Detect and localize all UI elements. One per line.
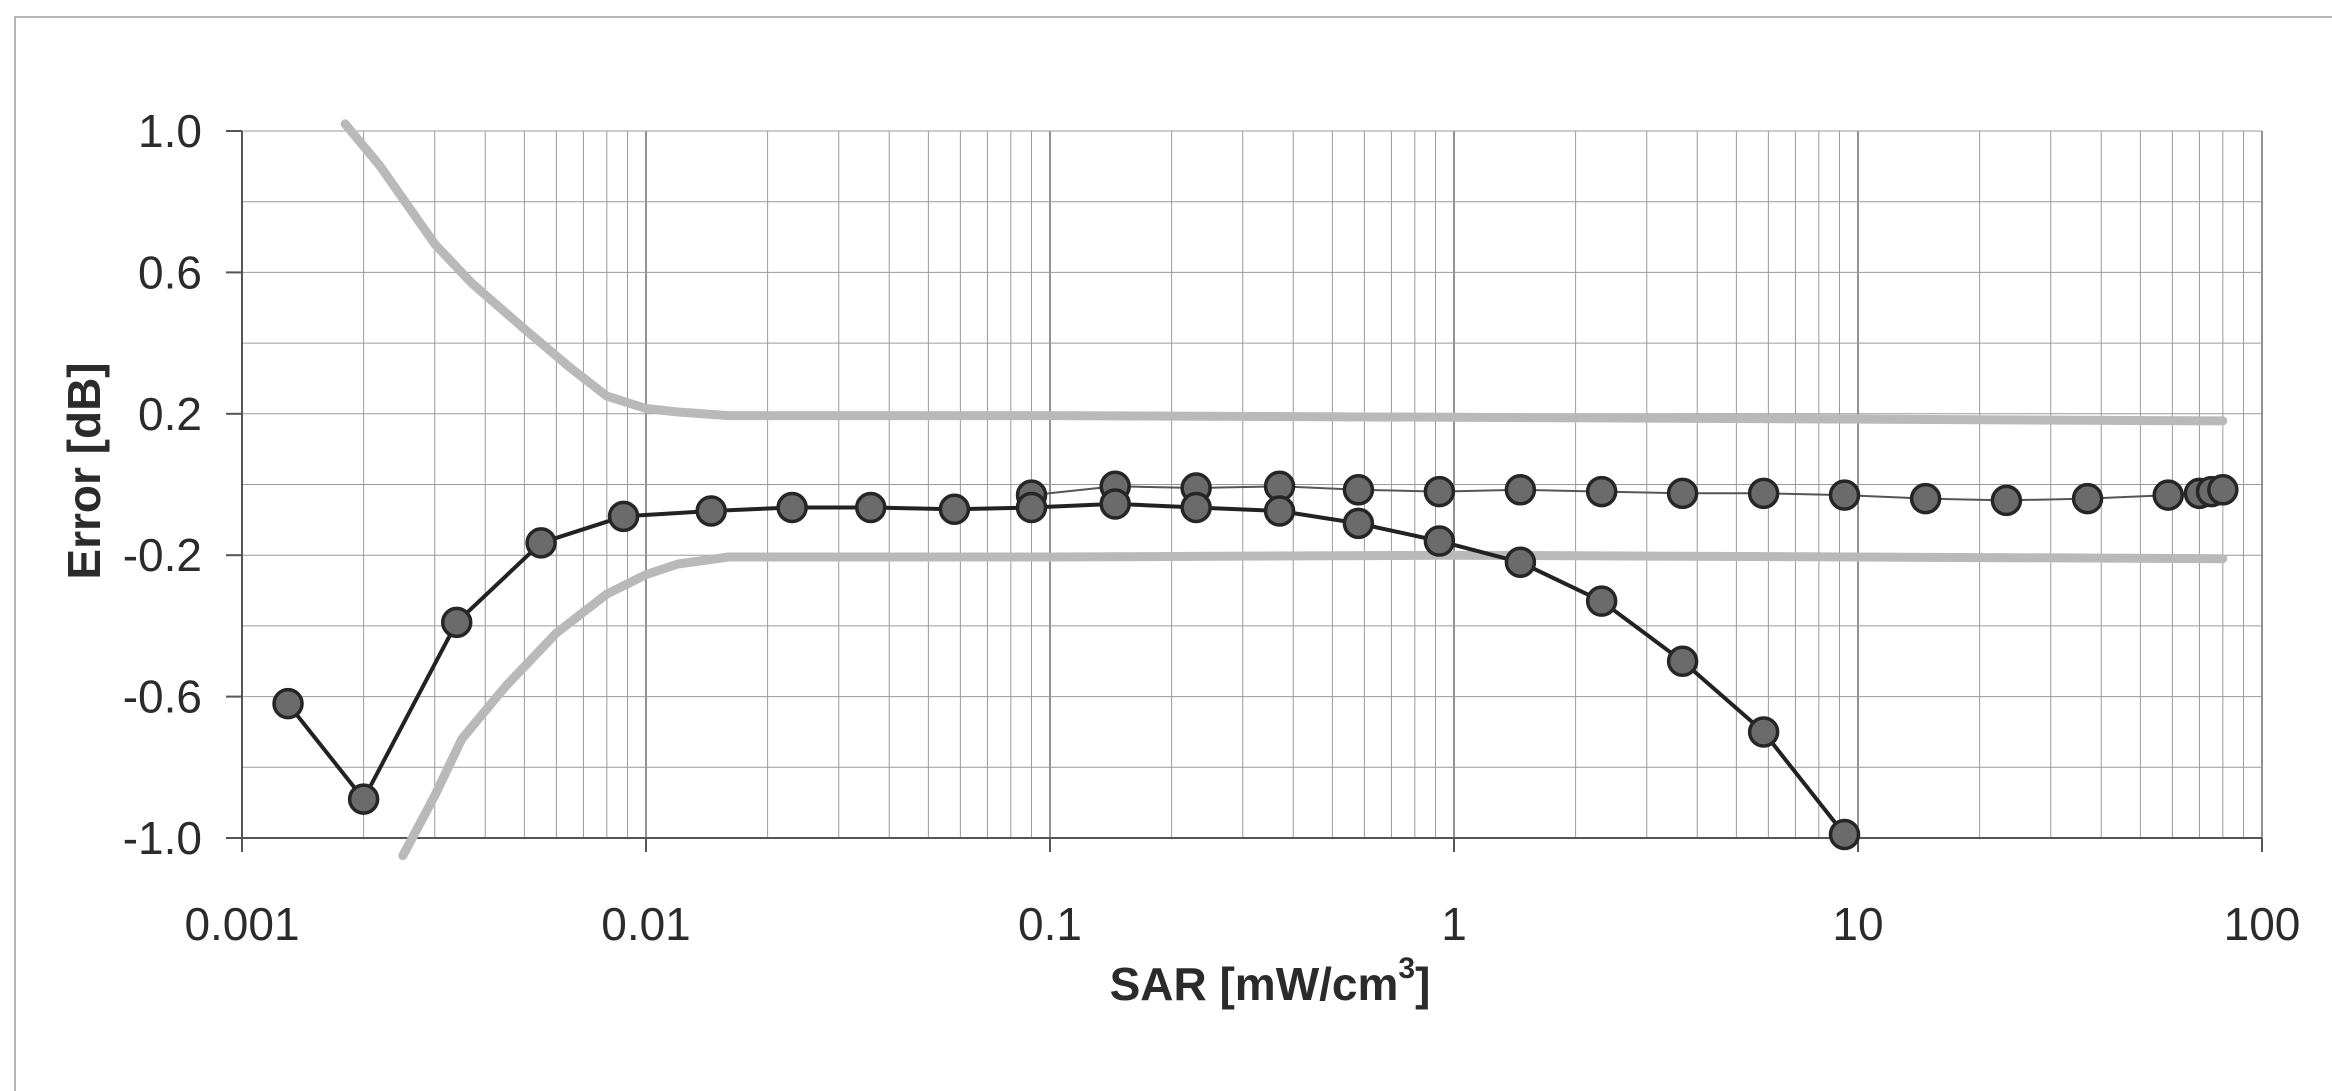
data-point-primary xyxy=(525,527,557,559)
data-point-secondary xyxy=(1747,477,1780,510)
series-layer xyxy=(272,119,2239,861)
y-tick-label: 1.0 xyxy=(138,105,202,157)
y-tick-label: 0.6 xyxy=(138,246,202,298)
tolerance-band-upper-line xyxy=(340,119,2228,426)
data-point-primary xyxy=(607,500,640,533)
data-point-primary xyxy=(347,783,380,815)
data-point-primary xyxy=(1263,495,1296,527)
data-point-primary xyxy=(1015,491,1048,524)
data-point-secondary xyxy=(1342,474,1375,506)
data-point-primary xyxy=(1747,716,1780,748)
x-tick-label: 10 xyxy=(1832,898,1883,950)
data-point-primary xyxy=(776,491,808,524)
axes xyxy=(226,130,2263,852)
data-point-secondary xyxy=(1423,475,1456,508)
data-point-primary xyxy=(1585,585,1618,617)
data-point-secondary xyxy=(1909,482,1942,515)
tolerance-band-lower-line xyxy=(398,550,2228,861)
x-tick-label: 0.1 xyxy=(1018,898,1082,950)
data-point-secondary xyxy=(1828,479,1861,511)
data-point-primary xyxy=(695,495,727,527)
x-axis-title-main: SAR [mW/cm xyxy=(1110,958,1399,1010)
data-point-primary xyxy=(1180,491,1212,524)
data-point-primary xyxy=(854,491,887,524)
data-point-primary xyxy=(1423,525,1456,557)
data-point-secondary xyxy=(2071,482,2104,515)
x-axis-title-superscript: 3 xyxy=(1398,952,1415,985)
data-point-primary xyxy=(1504,546,1537,579)
y-tick-label: -0.2 xyxy=(123,529,202,581)
data-point-primary xyxy=(1828,818,1861,851)
x-tick-label: 0.001 xyxy=(184,898,299,950)
x-axis-title-tail: ] xyxy=(1415,958,1430,1010)
data-point-secondary xyxy=(1990,484,2023,517)
data-point-primary xyxy=(1666,645,1699,677)
data-point-primary xyxy=(1342,507,1375,540)
y-tick-label: 0.2 xyxy=(138,388,202,440)
data-point-secondary xyxy=(1666,477,1699,510)
y-tick-label: -1.0 xyxy=(123,812,202,864)
data-point-primary xyxy=(1099,488,1131,520)
y-axis-title: Error [dB] xyxy=(58,362,110,579)
data-point-secondary xyxy=(2152,479,2184,511)
x-tick-label: 0.01 xyxy=(601,898,691,950)
x-axis-title: SAR [mW/cm3] xyxy=(1110,952,1431,1010)
x-tick-label: 1 xyxy=(1441,898,1467,950)
data-point-primary xyxy=(272,687,304,720)
data-point-secondary xyxy=(1585,475,1618,508)
grid xyxy=(241,130,2263,839)
data-point-primary xyxy=(440,606,473,639)
data-point-primary xyxy=(938,493,971,525)
data-point-secondary xyxy=(1504,474,1537,506)
data-point-secondary xyxy=(2207,474,2239,506)
tick-labels: 0.001 0.01 0.1 1 10 100 1.0 0.6 0.2 -0.2 -0.6 -1.0 xyxy=(123,105,2301,950)
chart-frame xyxy=(14,16,2332,1091)
x-tick-label: 100 xyxy=(2224,898,2301,950)
y-tick-label: -0.6 xyxy=(123,671,202,723)
